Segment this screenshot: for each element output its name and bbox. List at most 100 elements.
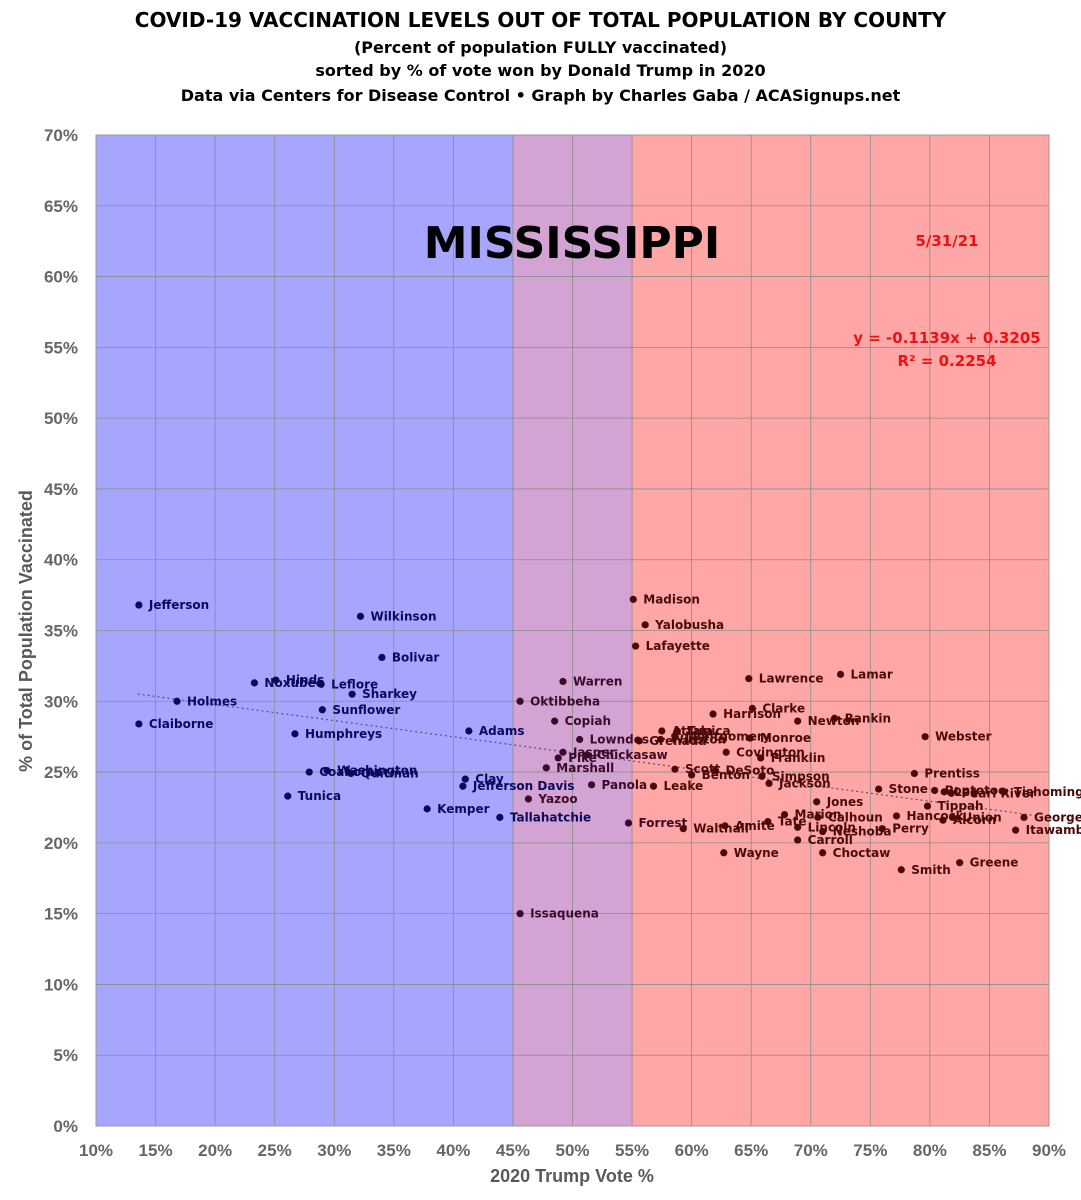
y-tick-label: 10% — [44, 975, 78, 994]
x-tick-label: 20% — [198, 1141, 232, 1160]
point-yazoo — [524, 795, 533, 803]
x-tick-label: 10% — [79, 1141, 113, 1160]
point-hinds — [272, 676, 280, 684]
point-label-quitman: Quitman — [361, 766, 419, 780]
chart-subtitle: (Percent of population FULLY vaccinated) — [353, 38, 727, 57]
point-forrest — [624, 819, 633, 827]
plot-border — [95, 134, 1050, 1127]
point-label-walthall: Walthall — [693, 822, 749, 836]
point-noxubee — [250, 679, 259, 687]
point-copiah — [551, 717, 559, 725]
point-label-bolivar: Bolivar — [392, 650, 440, 664]
point-madison — [629, 595, 637, 603]
y-tick-label: 0% — [53, 1117, 78, 1136]
point-label-holmes: Holmes — [187, 694, 237, 708]
point-leflore — [317, 680, 325, 688]
point-walthall — [679, 825, 687, 833]
point-humphreys — [291, 730, 299, 738]
point-label-lamar: Lamar — [851, 667, 893, 681]
x-tick-label: 85% — [972, 1141, 1006, 1160]
point-label-yazoo: Yazoo — [537, 792, 577, 806]
point-label-clay: Clay — [475, 772, 504, 786]
point-pontotoc — [931, 786, 939, 795]
y-tick-label: 15% — [44, 905, 78, 924]
point-holmes — [173, 697, 181, 705]
r-squared: R² = 0.2254 — [897, 352, 996, 370]
point-label-sharkey: Sharkey — [362, 687, 417, 701]
point-label-tunica2: Tunica — [687, 724, 730, 738]
point-label-union: Union — [963, 810, 1002, 824]
point-label-oktibbeha: Oktibbeha — [530, 694, 600, 708]
x-tick-label: 90% — [1032, 1141, 1066, 1160]
point-label-wilkinson: Wilkinson — [370, 609, 436, 623]
point-label-lafayette: Lafayette — [646, 639, 710, 653]
point-grenada — [635, 737, 643, 745]
point-jefferson-davis — [459, 782, 467, 790]
point-label-clarke: Clarke — [762, 701, 805, 715]
point-hancock — [892, 812, 901, 820]
point-panola — [587, 781, 596, 789]
y-tick-label: 70% — [44, 126, 78, 145]
chart-sort-note: sorted by % of vote won by Donald Trump … — [315, 61, 766, 80]
x-tick-label: 70% — [794, 1141, 828, 1160]
point-union — [948, 813, 957, 821]
point-tippah — [923, 802, 932, 810]
point-warren — [559, 677, 567, 686]
point-label-carroll: Carroll — [808, 833, 853, 847]
x-tick-label: 35% — [377, 1141, 411, 1160]
x-tick-label: 25% — [258, 1141, 292, 1160]
point-simpson — [758, 772, 766, 780]
point-tunica2 — [673, 727, 681, 735]
y-axis-label: % of Total Population Vaccinated — [16, 490, 36, 772]
x-tick-label: 30% — [317, 1141, 351, 1160]
point-label-calhoun: Calhoun — [828, 810, 883, 824]
point-newton — [794, 717, 802, 725]
point-label-humphreys: Humphreys — [305, 727, 382, 741]
point-scott — [671, 765, 679, 773]
point-label-jasper: Jasper — [572, 745, 615, 759]
point-label-forrest: Forrest — [638, 816, 687, 830]
x-tick-label: 80% — [913, 1141, 947, 1160]
point-jones — [813, 798, 821, 806]
point-carroll — [794, 836, 802, 844]
point-label-desoto: DeSoto — [725, 764, 774, 778]
point-montgomery — [671, 733, 679, 741]
state-label: MISSISSIPPI — [424, 218, 721, 269]
point-washington — [323, 767, 331, 775]
point-webster — [921, 733, 929, 741]
point-label-tunica: Tunica — [298, 789, 341, 803]
point-tallahatchie — [496, 813, 504, 821]
point-label-lowndes: Lowndes — [590, 733, 649, 747]
y-tick-label: 5% — [53, 1046, 78, 1065]
point-clarke — [748, 704, 756, 712]
point-label-copiah: Copiah — [565, 714, 611, 728]
point-label-covington: Covington — [736, 745, 805, 759]
point-label-jefferson: Jefferson — [148, 598, 209, 612]
point-marshall — [542, 764, 550, 772]
point-jasper — [559, 748, 567, 756]
point-jackson — [765, 779, 773, 787]
point-label-jones: Jones — [826, 795, 864, 809]
x-axis-ticks: 10% 15% 20% 25% 30% 35% 40% 45% 50% 55% 60% 65% 70% 7… — [79, 1141, 1066, 1160]
point-wilkinson — [356, 612, 365, 620]
date-label: 5/31/21 — [915, 232, 978, 250]
y-tick-label: 30% — [44, 692, 78, 711]
x-tick-label: 65% — [734, 1141, 768, 1160]
point-label-sunflower: Sunflower — [332, 703, 400, 717]
point-claiborne — [135, 720, 143, 728]
point-label-prentiss: Prentiss — [924, 766, 980, 780]
point-greene — [956, 859, 964, 867]
point-label-choctaw: Choctaw — [833, 846, 891, 860]
y-tick-label: 65% — [44, 197, 78, 216]
point-label-itawamba: Itawamba — [1026, 823, 1081, 837]
y-tick-label: 60% — [44, 268, 78, 287]
point-label-simpson: Simpson — [772, 769, 830, 783]
point-label-lawrence: Lawrence — [759, 672, 824, 686]
point-sunflower — [318, 706, 326, 714]
trendline — [137, 693, 1038, 817]
point-label-webster: Webster — [935, 730, 992, 744]
point-neshoba — [819, 827, 827, 836]
point-label-franklin: Franklin — [771, 751, 826, 765]
point-label-harrison: Harrison — [723, 707, 781, 721]
